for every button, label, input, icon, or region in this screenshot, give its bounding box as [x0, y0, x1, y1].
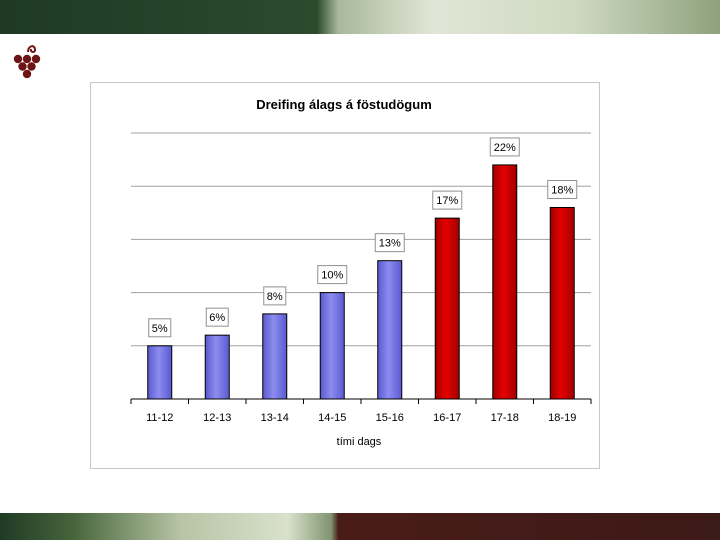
data-label: 10%: [321, 270, 343, 282]
bar-17-18: [492, 164, 518, 400]
chart-panel: Dreifing álags á föstudögum 5% 6% 8% 10% 13%…: [90, 82, 600, 469]
data-label-box: [432, 190, 463, 210]
bar-13-14: [262, 313, 288, 400]
data-label: 18%: [551, 184, 573, 196]
grape-cluster-icon: [13, 45, 41, 79]
bar-chart: Dreifing álags á föstudögum 5% 6% 8% 10% 13%…: [130, 97, 592, 448]
top-decorative-band: [0, 0, 720, 34]
data-label-box: [317, 265, 348, 285]
data-label: 22%: [494, 142, 516, 154]
x-tick-label: 16-17: [433, 412, 461, 424]
chart-title: Dreifing álags á föstudögum: [256, 97, 432, 112]
data-label-box: [374, 233, 405, 253]
data-label: 5%: [152, 323, 168, 335]
data-label-box: [205, 307, 229, 327]
bottom-decorative-band: [0, 513, 720, 540]
x-tick-label: 15-16: [376, 412, 404, 424]
data-label: 17%: [436, 195, 458, 207]
data-label-box: [547, 179, 578, 199]
data-label-box: [489, 137, 520, 157]
data-label: 13%: [379, 238, 401, 250]
x-tick-label: 18-19: [548, 412, 576, 424]
data-label-box: [263, 286, 287, 306]
bar-14-15: [319, 292, 345, 400]
x-tick-label: 12-13: [203, 412, 231, 424]
bar-15-16: [377, 260, 403, 400]
x-tick-label: 17-18: [491, 412, 519, 424]
bar-12-13: [204, 334, 230, 400]
bar-16-17: [434, 217, 460, 400]
x-tick-labels: 11-12 12-13 13-14 14-15 15-16 16-17 17-18 18-19: [146, 412, 576, 424]
x-tick-label: 13-14: [261, 412, 289, 424]
bars: [147, 164, 575, 400]
data-label: 8%: [267, 291, 283, 303]
x-tick-label: 11-12: [146, 412, 173, 424]
data-label-box: [148, 318, 172, 338]
x-axis-label: tími dags: [337, 436, 382, 448]
bar-11-12: [147, 345, 173, 400]
x-tick-label: 14-15: [318, 412, 346, 424]
bar-18-19: [549, 206, 575, 400]
grid-lines: [130, 132, 592, 404]
data-labels: 5% 6% 8% 10% 13% 17% 22% 18%: [148, 137, 578, 338]
data-label: 6%: [209, 312, 225, 324]
